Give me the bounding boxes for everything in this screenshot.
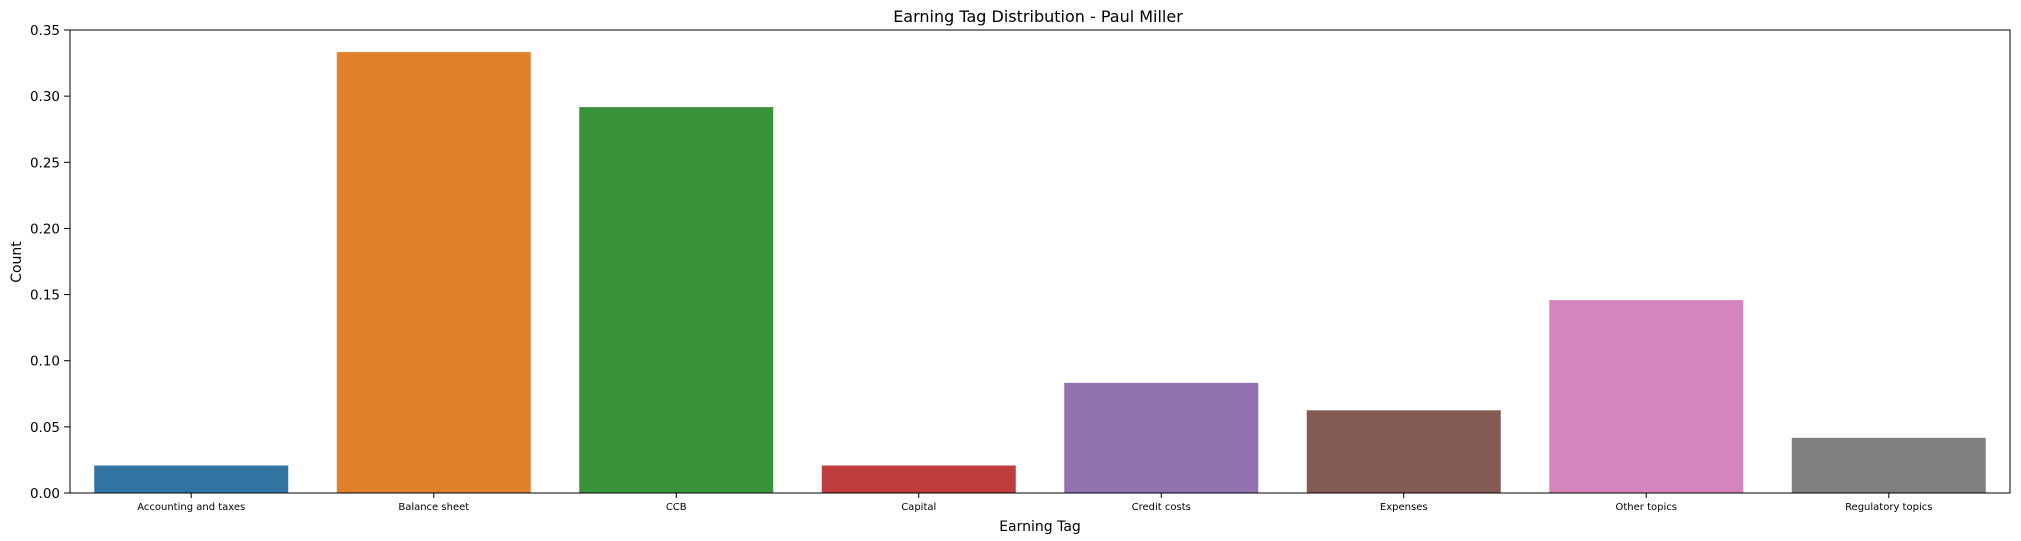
bar-balance-sheet	[336, 52, 531, 494]
x-tick-label: Accounting and taxes	[137, 502, 245, 513]
y-tick-label: 0.05	[30, 420, 60, 436]
x-tick-label: Expenses	[1380, 502, 1428, 513]
plot-frame	[69, 29, 2011, 494]
y-tick-label: 0.20	[30, 221, 60, 237]
y-tick-label: 0.15	[30, 288, 60, 304]
bar-ccb	[579, 107, 774, 494]
y-tick-label: 0.25	[30, 155, 60, 171]
y-tick-label: 0.30	[30, 89, 60, 105]
bar-expenses	[1306, 410, 1501, 493]
bar-other-topics	[1549, 300, 1744, 493]
x-axis-ticks: Accounting and taxes Balance sheet CCB Capi…	[137, 493, 1932, 513]
y-tick-label: 0.35	[30, 23, 60, 39]
bar-capital	[821, 465, 1016, 493]
x-tick-label: Other topics	[1616, 502, 1677, 513]
chart-title: Earning Tag Distribution - Paul Miller	[893, 7, 1183, 26]
bar-accounting-and-taxes	[94, 465, 289, 493]
bars-group	[94, 52, 1986, 494]
bar-regulatory-topics	[1791, 437, 1986, 493]
x-axis-label: Earning Tag	[999, 519, 1081, 535]
x-tick-label: Capital	[901, 502, 936, 513]
bar-credit-costs	[1064, 382, 1259, 493]
y-axis-ticks: 0.00 0.05 0.10 0.15 0.20 0.25 0.30 0.35	[30, 23, 70, 502]
x-tick-label: Credit costs	[1132, 502, 1191, 513]
y-tick-label: 0.00	[30, 486, 60, 502]
x-tick-label: Balance sheet	[398, 502, 469, 513]
x-tick-label: CCB	[666, 502, 687, 513]
y-axis-label: Count	[9, 241, 25, 283]
y-tick-label: 0.10	[30, 354, 60, 370]
x-tick-label: Regulatory topics	[1845, 502, 1932, 513]
